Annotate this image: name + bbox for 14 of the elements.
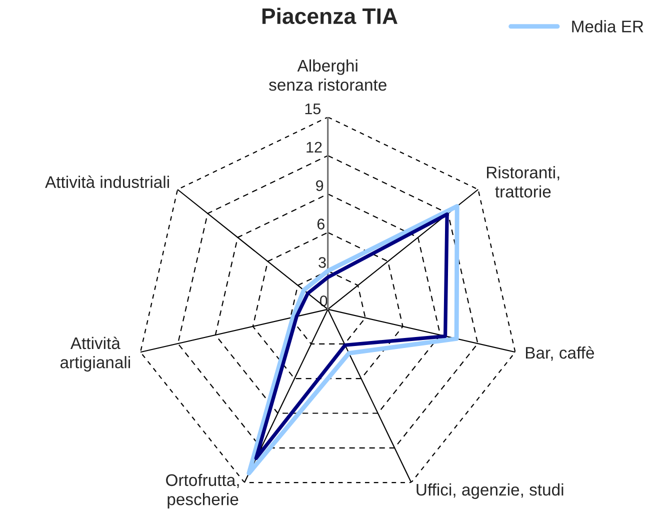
y-tick-label: 15 — [305, 104, 321, 114]
chart-title: Piacenza TIA — [262, 8, 398, 24]
y-tick-label: 3 — [318, 257, 326, 268]
y-tick-label: 12 — [306, 142, 322, 152]
spoke-label: Bar, caffè — [526, 346, 594, 361]
spoke-label: Ristoranti, trattorie — [487, 166, 560, 198]
spoke-label: Attività artigianali — [60, 336, 130, 372]
spoke-label: Alberghi senza ristorante — [269, 59, 386, 91]
legend-label: Media ER — [572, 20, 644, 32]
spoke-label: Attività industriali — [45, 176, 169, 188]
spoke-label: Uffici, agenzie, studi — [416, 483, 564, 499]
spoke-label: Ortofrutta, pescherie — [166, 474, 239, 509]
y-tick-label: 6 — [317, 218, 324, 230]
y-tick-label: 9 — [316, 180, 324, 192]
